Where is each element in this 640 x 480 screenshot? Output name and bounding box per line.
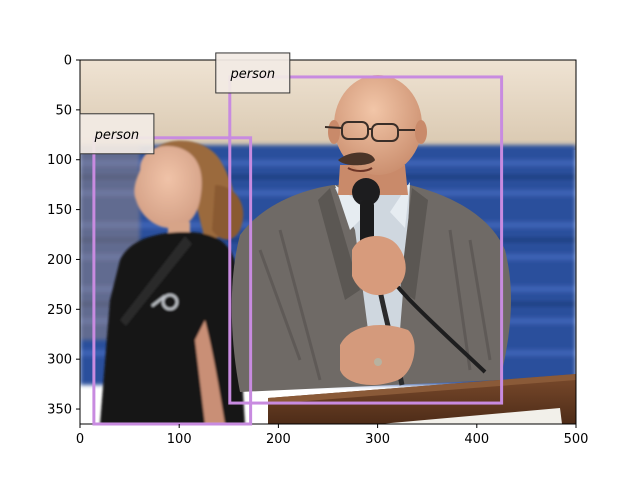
x-tick-label: 300 xyxy=(365,432,390,447)
detection-0: person xyxy=(79,113,253,426)
y-tick-label: 300 xyxy=(47,353,72,368)
axes-frame xyxy=(79,59,577,425)
y-tick-label: 100 xyxy=(47,153,72,168)
y-tick-label: 50 xyxy=(55,103,72,118)
man-speaking xyxy=(231,75,512,392)
label-box xyxy=(79,113,155,155)
x-tick-label: 200 xyxy=(266,432,291,447)
y-tick-label: 350 xyxy=(47,403,72,418)
x-tick-label: 400 xyxy=(464,432,489,447)
detection-1: person xyxy=(215,52,504,405)
background-wall xyxy=(80,60,576,150)
podium xyxy=(268,374,576,424)
x-tick-label: 100 xyxy=(167,432,192,447)
detection-label: person xyxy=(94,128,140,143)
bounding-box xyxy=(92,136,253,426)
x-tick-label: 0 xyxy=(76,432,84,447)
detection-label: person xyxy=(230,67,276,82)
x-axis: 0 100 200 300 400 500 xyxy=(76,424,589,447)
bounding-box xyxy=(228,75,504,405)
photo xyxy=(80,60,576,424)
y-tick-label: 200 xyxy=(47,253,72,268)
x-tick-label: 500 xyxy=(564,432,589,447)
y-tick-label: 0 xyxy=(64,54,72,69)
woman-in-background xyxy=(100,140,245,424)
y-tick-label: 150 xyxy=(47,203,72,218)
y-tick-label: 250 xyxy=(47,303,72,318)
y-axis: 0 50 100 150 200 250 300 350 xyxy=(47,54,80,418)
label-box xyxy=(215,52,291,94)
detections-layer: person person xyxy=(79,52,504,426)
